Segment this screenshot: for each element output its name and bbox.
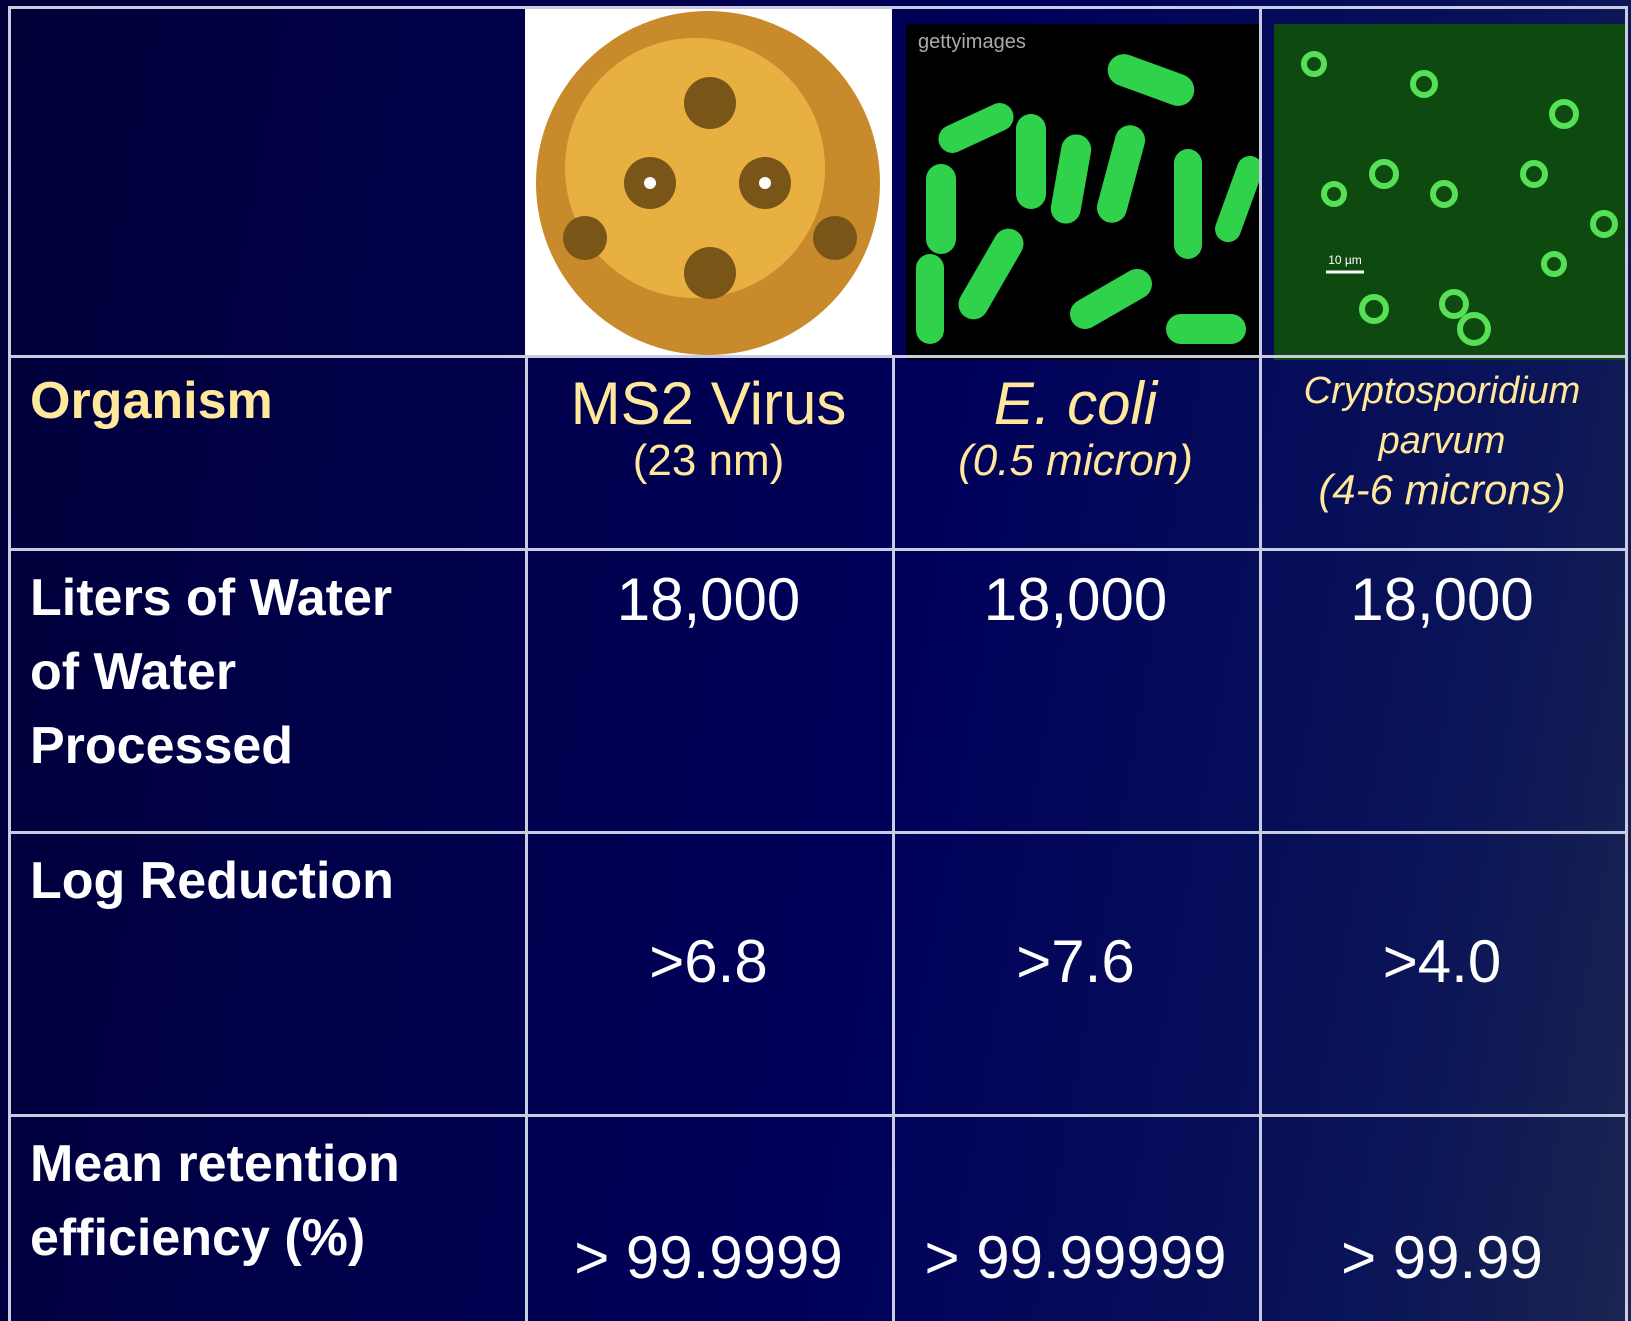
ecoli-image: gettyimages	[906, 24, 1259, 360]
cell-value: > 99.99	[1259, 1115, 1625, 1321]
rule	[1625, 6, 1628, 1321]
row-label-line: efficiency (%)	[30, 1201, 525, 1275]
row-label-line: of Water	[30, 635, 525, 709]
scale-bar-label: 10 µm	[1328, 253, 1362, 267]
organism-name: Cryptosporidium parvum	[1259, 366, 1625, 466]
row-label-line: Log Reduction	[30, 844, 525, 918]
row-label: Log Reduction	[8, 832, 525, 1115]
cell-value: 18,000	[892, 549, 1259, 832]
row-label-line: Processed	[30, 709, 525, 783]
organism-size: (0.5 micron)	[892, 436, 1259, 486]
organism-name: MS2 Virus	[525, 372, 892, 436]
cell-value: 18,000	[525, 549, 892, 832]
rule	[8, 6, 1628, 9]
cell-value: >7.6	[892, 832, 1259, 1115]
cell-value: > 99.99999	[892, 1115, 1259, 1321]
cell-value: >6.8	[525, 832, 892, 1115]
watermark: gettyimages	[918, 31, 1026, 53]
cell-value: 18,000	[1259, 549, 1625, 832]
organism-cell: Cryptosporidium parvum(4-6 microns)	[1259, 356, 1625, 549]
organism-size: (4-6 microns)	[1259, 466, 1625, 514]
row-label-line: Mean retention	[30, 1127, 525, 1201]
ms2-image	[525, 8, 892, 356]
organism-cell: E. coli(0.5 micron)	[892, 356, 1259, 549]
slide: gettyimages 10 µm OrganismMS2 Virus(23 n…	[0, 0, 1631, 1321]
cell-value: >4.0	[1259, 832, 1625, 1115]
organism-name: E. coli	[892, 372, 1259, 436]
header-label: Organism	[8, 356, 525, 549]
cell-value: > 99.9999	[525, 1115, 892, 1321]
organism-size: (23 nm)	[525, 436, 892, 486]
crypto-image: 10 µm	[1274, 24, 1625, 360]
organism-cell: MS2 Virus(23 nm)	[525, 356, 892, 549]
row-label-line: Liters of Water	[30, 561, 525, 635]
